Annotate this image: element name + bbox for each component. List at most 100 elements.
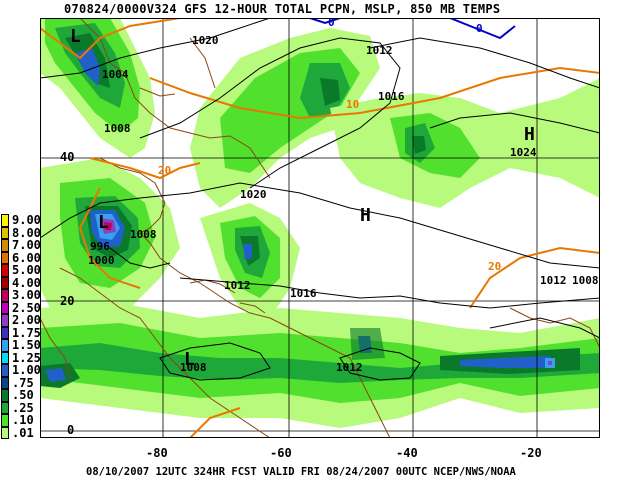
isobar-label: 1012 bbox=[366, 44, 393, 57]
legend-item: 9.00 bbox=[0, 213, 41, 227]
legend-label: .75 bbox=[12, 375, 34, 390]
legend-item: .25 bbox=[0, 400, 40, 415]
legend-label: 1.75 bbox=[12, 325, 41, 340]
precip-legend: 9.00 8.00 7.00 6.00 5.00 4.00 3.00 2.50 2.00 1.75… bbox=[0, 213, 41, 440]
legend-item: 1.00 bbox=[0, 363, 41, 377]
legend-label: 9.00 bbox=[12, 213, 41, 227]
isobar-label: 1012 bbox=[540, 274, 567, 287]
legend-swatch bbox=[1, 414, 9, 427]
lat-label-40: 40 bbox=[60, 150, 75, 164]
isobar-label: 1012 bbox=[224, 279, 251, 292]
isobar-labels: 1020 1012 1004 1008 1016 1024 1020 1012 … bbox=[88, 34, 599, 374]
isotherm-label: 20 bbox=[158, 164, 171, 177]
latlon-grid bbox=[40, 18, 600, 438]
lon-label-20: -20 bbox=[520, 446, 542, 460]
legend-label: .10 bbox=[12, 413, 34, 427]
map-footer: 08/10/2007 12UTC 324HR FCST VALID FRI 08… bbox=[86, 466, 516, 478]
legend-swatch bbox=[1, 389, 9, 402]
high-center: H bbox=[524, 124, 535, 145]
legend-label: 5.00 bbox=[12, 263, 41, 277]
legend-swatch bbox=[1, 401, 9, 414]
legend-item: 3.00 bbox=[0, 288, 41, 302]
high-center: H bbox=[360, 205, 371, 226]
legend-swatch bbox=[1, 264, 9, 277]
isobar-label: 1020 bbox=[192, 34, 219, 47]
isobar-label: 1008 bbox=[104, 122, 131, 135]
legend-label: .25 bbox=[12, 400, 34, 415]
low-center: L bbox=[184, 349, 195, 370]
legend-label: 1.25 bbox=[12, 350, 41, 365]
legend-item: 4.00 bbox=[0, 275, 41, 290]
legend-swatch bbox=[1, 251, 9, 264]
legend-label: 3.00 bbox=[12, 288, 41, 302]
legend-label: .01 bbox=[12, 425, 34, 440]
legend-item: .10 bbox=[0, 413, 40, 427]
legend-swatch bbox=[1, 364, 9, 377]
low-center: L bbox=[70, 26, 81, 47]
isotherm-cold-labels: 0 0 bbox=[328, 18, 483, 35]
legend-label: 1.50 bbox=[12, 338, 41, 352]
map-border bbox=[40, 18, 600, 438]
isotherm-labels: 10 20 20 20 bbox=[158, 98, 501, 273]
legend-label: .50 bbox=[12, 388, 34, 402]
isobar-label: 1016 bbox=[290, 287, 317, 300]
legend-swatch bbox=[1, 289, 9, 302]
legend-swatch bbox=[1, 301, 9, 314]
low-center: L bbox=[98, 212, 109, 233]
legend-item: 2.00 bbox=[0, 313, 41, 327]
precip-map: 1020 1012 1004 1008 1016 1024 1020 1012 … bbox=[40, 18, 600, 438]
legend-swatch bbox=[1, 239, 9, 252]
lon-label-60: -60 bbox=[270, 446, 292, 460]
precip-fill bbox=[40, 18, 600, 428]
legend-item: 5.00 bbox=[0, 263, 41, 277]
legend-label: 2.00 bbox=[12, 313, 41, 327]
legend-swatch bbox=[1, 226, 9, 239]
isobar-label: 1008 bbox=[180, 361, 207, 374]
legend-swatch bbox=[1, 351, 9, 364]
isotherm-label: 0 bbox=[328, 18, 335, 29]
lon-label-80: -80 bbox=[146, 446, 168, 460]
legend-item: .01 bbox=[0, 425, 40, 440]
isobar-label: 1012 bbox=[336, 361, 363, 374]
legend-item: .50 bbox=[0, 388, 40, 402]
legend-label: 2.50 bbox=[12, 300, 41, 315]
isobar-label: 1016 bbox=[378, 90, 405, 103]
isobar-label: 1004 bbox=[102, 68, 129, 81]
isotherms-850mb bbox=[40, 18, 600, 438]
legend-label: 1.00 bbox=[12, 363, 41, 377]
legend-label: 7.00 bbox=[12, 238, 41, 252]
isobar-label: 1020 bbox=[240, 188, 267, 201]
legend-swatch bbox=[1, 214, 9, 227]
legend-swatch bbox=[1, 426, 9, 439]
legend-item: 2.50 bbox=[0, 300, 41, 315]
lat-label-0: 0 bbox=[67, 423, 75, 437]
isobar-label: 1024 bbox=[510, 146, 537, 159]
legend-item: 1.25 bbox=[0, 350, 41, 365]
isotherm-label: 10 bbox=[346, 98, 359, 111]
legend-swatch bbox=[1, 326, 9, 339]
isotherm-label: 0 bbox=[476, 22, 483, 35]
legend-item: 6.00 bbox=[0, 250, 41, 265]
isotherm-cold bbox=[309, 18, 516, 40]
isobar-label: 996 bbox=[90, 240, 110, 253]
lat-label-20: 20 bbox=[60, 294, 75, 308]
isotherm-label: 20 bbox=[488, 260, 501, 273]
pressure-centers: L H H L L bbox=[70, 26, 535, 370]
legend-swatch bbox=[1, 314, 9, 327]
legend-item: 1.75 bbox=[0, 325, 41, 340]
legend-swatch bbox=[1, 276, 9, 289]
legend-label: 4.00 bbox=[12, 275, 41, 290]
isobar-label: 1008 bbox=[130, 228, 157, 241]
legend-item: 7.00 bbox=[0, 238, 41, 252]
isobar-label: 1008 bbox=[572, 274, 599, 287]
map-title: 070824/0000V324 GFS 12-HOUR TOTAL PCPN, … bbox=[64, 2, 501, 16]
legend-label: 6.00 bbox=[12, 250, 41, 265]
legend-item: 1.50 bbox=[0, 338, 41, 352]
legend-swatch bbox=[1, 339, 9, 352]
isobar-label: 1000 bbox=[88, 254, 115, 267]
legend-item: .75 bbox=[0, 375, 40, 390]
coastlines bbox=[40, 18, 600, 438]
legend-label: 8.00 bbox=[12, 225, 41, 240]
isobars bbox=[40, 18, 600, 381]
